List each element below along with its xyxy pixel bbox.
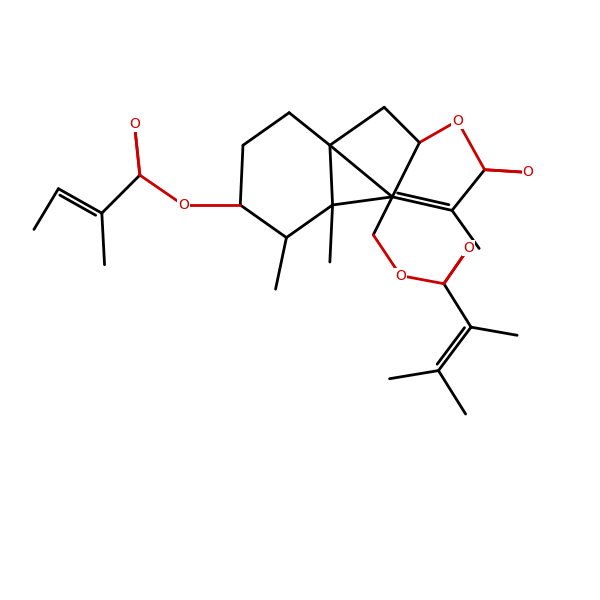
Text: O: O	[395, 269, 406, 283]
Text: O: O	[129, 116, 140, 131]
Text: O: O	[178, 198, 189, 212]
Text: O: O	[523, 166, 533, 179]
Text: O: O	[463, 241, 474, 256]
Text: O: O	[452, 114, 463, 128]
